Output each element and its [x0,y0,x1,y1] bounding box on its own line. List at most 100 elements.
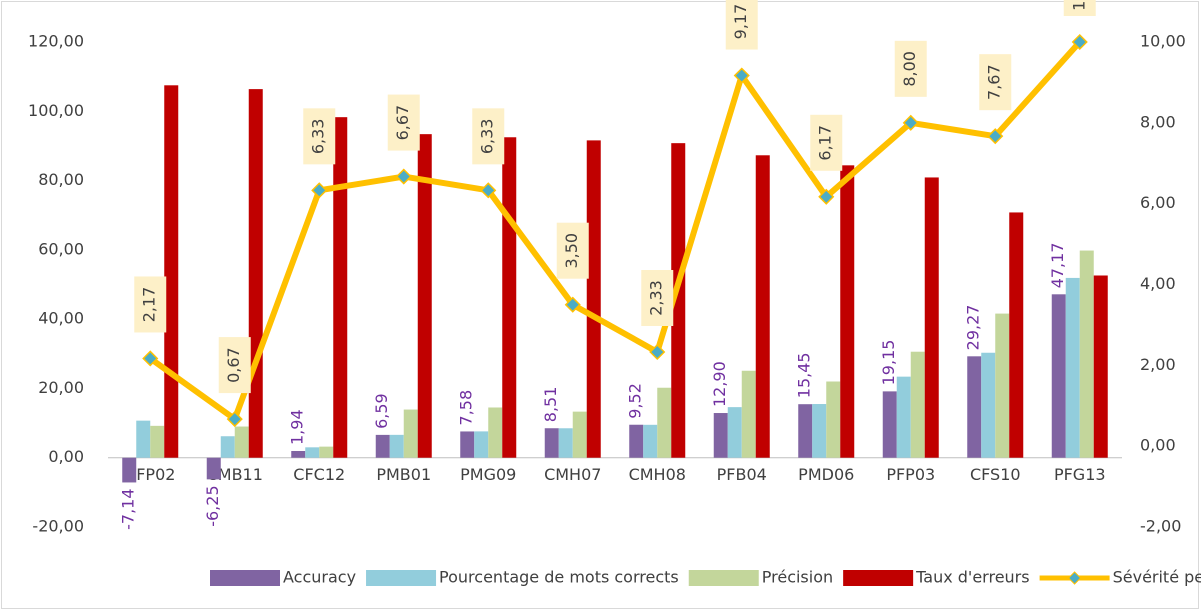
y-tick-label: 120,00 [28,32,84,51]
bar [629,424,644,458]
bar [713,413,728,458]
x-tick-label: PMD06 [798,465,854,484]
marker [395,168,412,185]
bar [1009,212,1024,458]
data-label: 19,15 [879,340,898,386]
data-label: 6,67 [393,105,412,141]
data-label: 9,52 [626,383,645,419]
y-tick-label: 0,00 [48,447,84,466]
marker [564,296,581,313]
bar [488,407,503,458]
x-tick-label: CFP02 [125,465,175,484]
label-box [472,108,505,165]
x-tick-label: CFS10 [970,465,1021,484]
data-label: 3,50 [562,233,581,269]
x-tick-label: PMG09 [460,465,516,484]
y-tick-label: 80,00 [38,170,84,189]
bar [657,387,672,458]
data-label: 0,67 [224,347,243,383]
bar [826,381,841,458]
data-label: 6,33 [478,119,497,155]
data-label: 6,33 [309,119,328,155]
legend-label: Sévérité perceptive [1113,568,1201,587]
bar [291,450,306,458]
bar [460,431,475,458]
y2-tick-label: 2,00 [1140,355,1176,374]
bar [643,424,658,458]
bar [389,434,404,458]
x-tick-label: CMH08 [629,465,686,484]
marker [818,188,835,205]
y-tick-label: -20,00 [32,517,84,536]
label-box [218,337,251,394]
marker [1071,33,1088,51]
bar [1093,275,1108,458]
data-label: 2,33 [647,280,666,316]
label-box [556,222,589,279]
data-label: 8,00 [900,51,919,87]
legend-label: Précision [762,568,833,587]
bar [1051,294,1066,458]
bar [924,177,939,458]
bar [333,117,348,458]
bar [234,426,249,458]
bar [671,143,686,458]
marker [649,343,666,361]
data-label: 10,00 [1069,0,1088,11]
data-label: 7,58 [457,390,476,426]
y-tick-label: 40,00 [38,309,84,328]
bar [727,407,742,458]
bar [375,434,390,458]
label-box [979,54,1012,111]
y2-tick-label: 6,00 [1140,193,1176,212]
marker [311,182,328,199]
label-box [725,0,758,50]
legend-label: Taux d'erreurs [915,568,1029,587]
bar [1079,250,1094,458]
data-label: 7,67 [985,64,1004,100]
y2-tick-label: -2,00 [1140,517,1181,536]
bar [995,313,1010,458]
bar [910,351,925,458]
y2-tick-label: 10,00 [1140,32,1186,51]
legend-label: Pourcentage de mots corrects [439,568,679,587]
y-tick-label: 60,00 [38,239,84,258]
x-tick-label: PFG13 [1054,465,1106,484]
y-tick-label: 100,00 [28,101,84,120]
marker [142,350,159,367]
data-label: 12,90 [710,361,729,407]
bar [417,134,432,458]
bar [967,356,982,458]
bar [755,155,770,458]
bar [882,391,897,458]
y-tick-label: 20,00 [38,378,84,397]
label-box [303,108,336,165]
marker [226,411,243,428]
x-tick-label: PFB04 [717,465,767,484]
bar [474,431,489,458]
legend-swatch [1067,571,1082,585]
data-label: 6,17 [816,125,835,161]
bar [305,447,320,458]
bar [403,409,418,458]
label-box [387,94,420,151]
label-box [894,40,927,97]
x-tick-label: CFC12 [293,465,345,484]
bar [248,89,263,458]
marker [480,182,497,199]
bar [544,428,559,458]
line [148,39,1082,423]
bar [741,370,756,458]
data-label: -7,14 [119,488,138,529]
y2-tick-label: 4,00 [1140,274,1176,293]
y2-tick-label: 8,00 [1140,112,1176,131]
label-box [641,269,674,326]
bar [220,436,235,458]
bar [812,404,827,458]
bar [319,446,334,458]
label-box [1063,0,1096,16]
legend-swatch [688,570,759,586]
bar [122,457,137,483]
bar [1065,277,1080,458]
